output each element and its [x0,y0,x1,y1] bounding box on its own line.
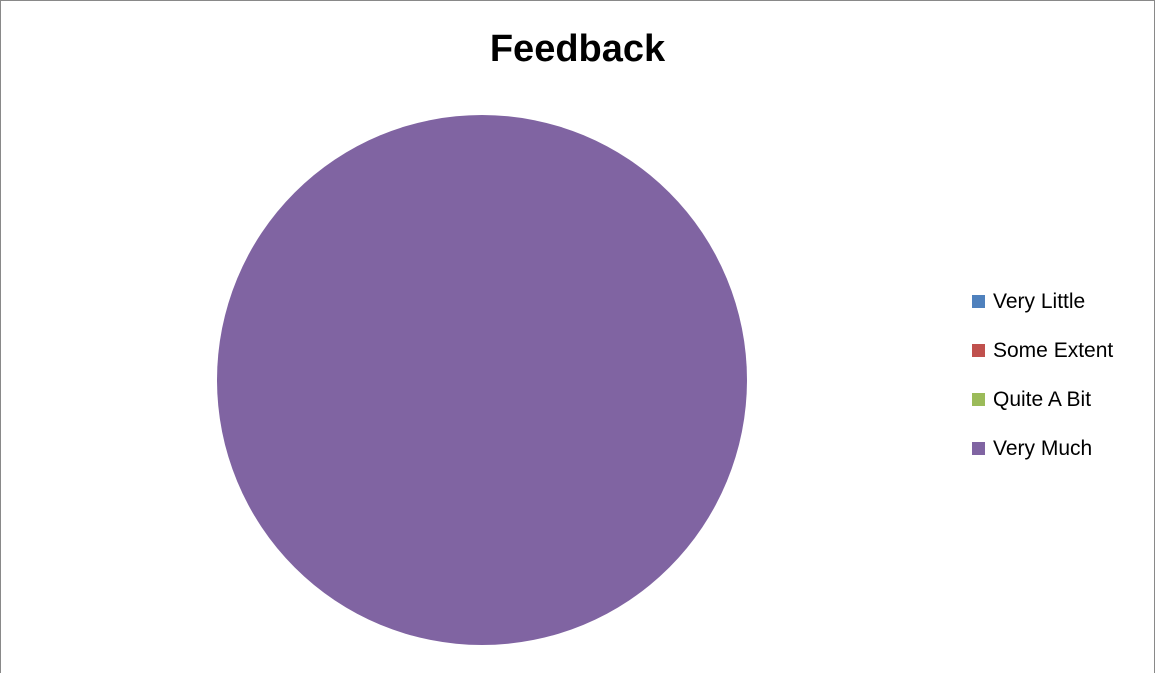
legend: Very Little Some Extent Quite A Bit Very… [972,289,1113,461]
legend-swatch [972,442,985,455]
legend-item-very-much: Very Much [972,436,1113,461]
legend-item-very-little: Very Little [972,289,1113,314]
legend-swatch [972,344,985,357]
legend-label: Quite A Bit [993,387,1092,411]
pie-slices [217,115,747,645]
legend-label: Very Little [993,289,1086,313]
chart-title: Feedback [489,28,666,70]
legend-item-some-extent: Some Extent [972,338,1113,363]
legend-label: Some Extent [993,338,1114,362]
legend-label: Very Much [993,436,1093,460]
legend-swatch [972,295,985,308]
legend-item-quite-a-bit: Quite A Bit [972,387,1113,412]
pie-slice-very-much [217,115,747,645]
legend-swatch [972,393,985,406]
